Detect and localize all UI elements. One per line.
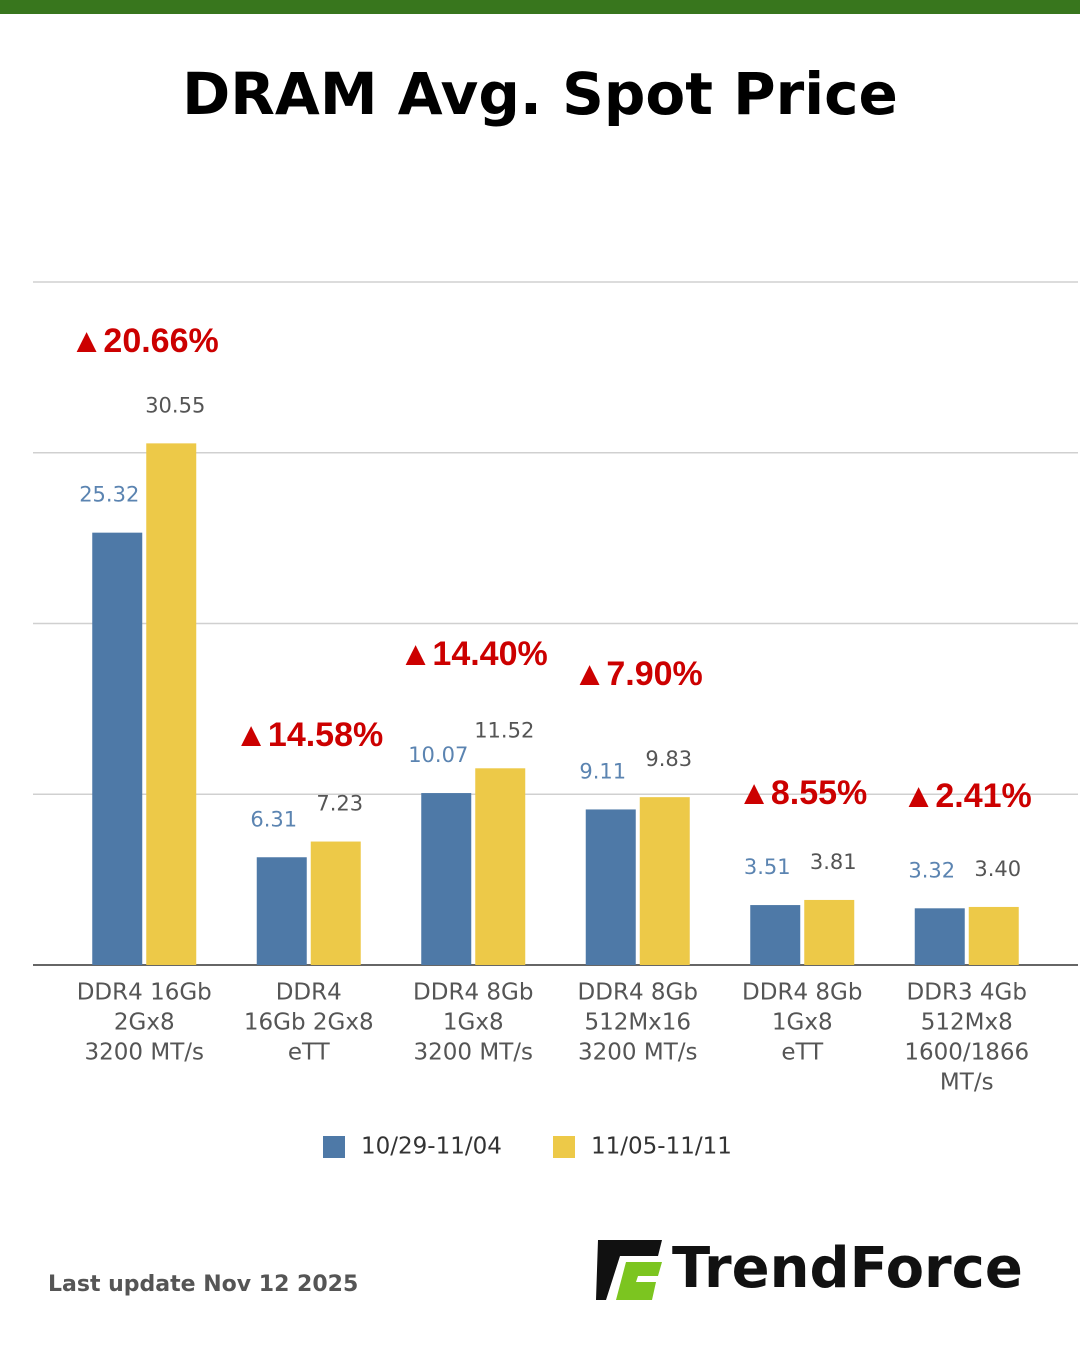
bar — [310, 841, 361, 965]
bar — [256, 857, 307, 965]
bar — [750, 905, 801, 965]
x-tick-label: 16Gb 2Gx8 — [244, 1010, 374, 1036]
change-annotation: ▲7.90% — [573, 655, 703, 693]
bar — [146, 443, 197, 965]
x-tick-label: eTT — [781, 1040, 824, 1066]
x-tick-label: 512Mx8 — [921, 1010, 1013, 1036]
value-label: 3.32 — [908, 858, 955, 882]
value-label: 3.51 — [744, 855, 791, 879]
x-tick-label: DDR3 4Gb — [907, 980, 1027, 1006]
bar — [421, 793, 472, 965]
bar — [92, 532, 143, 965]
change-annotation: ▲2.41% — [902, 777, 1032, 815]
x-tick-label: 3200 MT/s — [578, 1040, 697, 1066]
x-tick-label: 512Mx16 — [584, 1010, 691, 1036]
x-tick-label: DDR4 8Gb — [578, 980, 698, 1006]
value-label: 9.11 — [579, 759, 626, 783]
bar — [639, 797, 690, 965]
top-bar — [0, 0, 1080, 14]
chart-title: DRAM Avg. Spot Price — [182, 60, 898, 128]
x-tick-label: 1600/1866 — [904, 1040, 1029, 1066]
value-label: 3.40 — [974, 857, 1021, 881]
change-annotation: ▲14.58% — [234, 716, 383, 754]
legend-label: 11/05-11/11 — [591, 1134, 732, 1160]
legend-swatch — [553, 1136, 575, 1158]
bar — [914, 908, 965, 965]
value-label: 6.31 — [250, 807, 297, 831]
change-annotation: ▲14.40% — [399, 635, 548, 673]
value-label: 7.23 — [316, 792, 363, 816]
footer: Last update Nov 12 2025 — [48, 1272, 358, 1297]
x-tick-label: 3200 MT/s — [85, 1040, 204, 1066]
value-label: 25.32 — [79, 483, 139, 507]
bar — [475, 768, 526, 965]
change-annotation: ▲8.55% — [737, 774, 867, 812]
legend-swatch — [323, 1136, 345, 1158]
logo-icon — [596, 1240, 662, 1300]
bar — [804, 899, 855, 965]
bar — [968, 906, 1019, 965]
value-label: 3.81 — [810, 850, 857, 874]
x-tick-label: MT/s — [940, 1070, 994, 1096]
x-tick-label: DDR4 16Gb — [77, 980, 212, 1006]
value-label: 9.83 — [645, 747, 692, 771]
x-tick-label: DDR4 8Gb — [742, 980, 862, 1006]
value-label: 30.55 — [145, 393, 205, 417]
x-tick-label: 1Gx8 — [443, 1010, 504, 1036]
logo-text: TrendForce — [672, 1236, 1023, 1301]
legend-label: 10/29-11/04 — [361, 1134, 502, 1160]
x-tick-label: 3200 MT/s — [414, 1040, 533, 1066]
value-label: 10.07 — [408, 743, 468, 767]
x-tick-label: DDR4 — [276, 980, 342, 1006]
bar — [585, 809, 636, 965]
x-tick-label: 1Gx8 — [772, 1010, 833, 1036]
x-tick-label: DDR4 8Gb — [413, 980, 533, 1006]
x-tick-label: 2Gx8 — [114, 1010, 175, 1036]
value-label: 11.52 — [474, 718, 534, 742]
change-annotation: ▲20.66% — [70, 322, 219, 360]
x-tick-label: eTT — [288, 1040, 331, 1066]
